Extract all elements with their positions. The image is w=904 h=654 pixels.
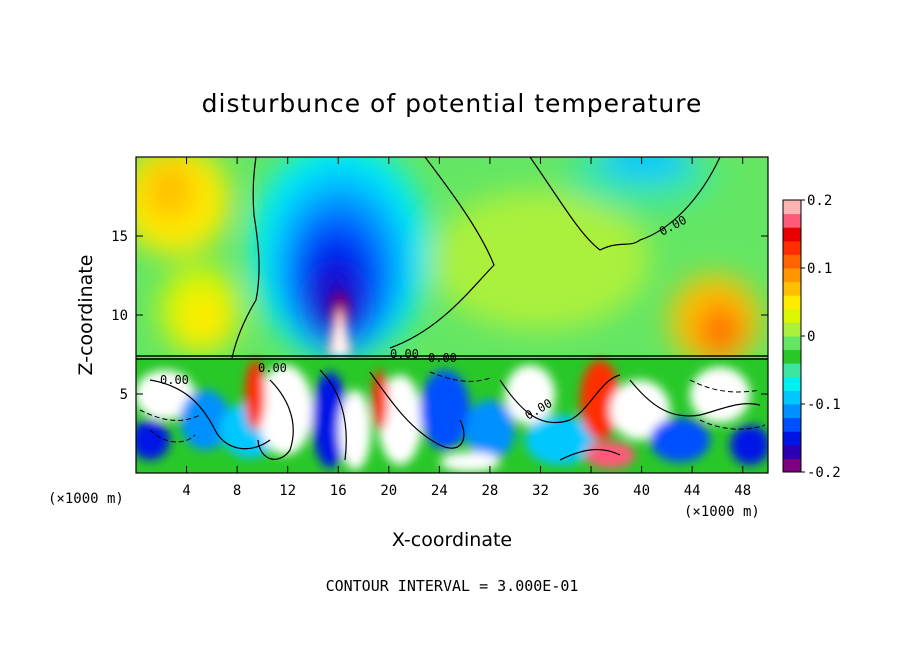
warm-core-spike-inner: [333, 318, 347, 356]
warm-anomaly-topleft-core: [145, 160, 195, 220]
chart-title: disturbunce of potential temperature: [202, 89, 703, 118]
colorbar: -0.2 -0.1 0 0.1 0.2: [782, 193, 841, 481]
bl-patch: [420, 370, 470, 450]
colorbar-segment: [783, 295, 801, 310]
colorbar-tick-label: -0.2: [807, 465, 841, 481]
x-tick-label: 48: [734, 483, 751, 499]
bl-patch: [339, 390, 371, 470]
colorbar-segment: [783, 444, 801, 459]
x-axis-ticks: 4 8 12 16 20 24 28 32 36 40 44 48: [182, 157, 751, 499]
bl-patch: [245, 360, 265, 430]
colorbar-segment: [783, 376, 801, 391]
green-band-mid: [430, 190, 650, 330]
bl-patch: [440, 452, 500, 472]
colorbar-segment: [783, 349, 801, 364]
plot-area: 0.00 0.00 0.00 0.00 0.00 0.00: [136, 157, 768, 473]
bl-patch: [465, 400, 515, 460]
colorbar-segment: [783, 363, 801, 378]
colorbar-segment: [783, 254, 801, 269]
bl-contour: [149, 379, 271, 450]
x-unit-left: (×1000 m): [48, 491, 124, 507]
colorbar-segment: [783, 404, 801, 419]
bl-patch: [312, 372, 348, 468]
bl-patch: [730, 425, 768, 465]
negative-contour: [139, 409, 201, 421]
bl-contour: [369, 371, 465, 449]
boundary-layer-patches: [136, 360, 768, 472]
x-tick-label: 16: [330, 483, 347, 499]
bl-contour: [559, 449, 621, 461]
bl-contour: [257, 379, 294, 460]
contour-label: 0.00: [390, 347, 419, 361]
contour-label: 0.00: [160, 373, 189, 387]
zero-contour-upper-left: [231, 157, 260, 359]
inversion-line: [136, 355, 768, 360]
x-tick-label: 8: [233, 483, 241, 499]
warm-anomaly-right-core: [700, 305, 740, 355]
bl-patch: [136, 370, 195, 420]
upper-field: [136, 157, 760, 365]
plume-details: [328, 292, 352, 356]
contour-label: 0.00: [428, 351, 457, 365]
bl-patch: [650, 418, 710, 462]
cold-anomaly-top-right-core: [600, 157, 690, 180]
bl-patch: [690, 367, 750, 423]
x-tick-label: 4: [182, 483, 190, 499]
negative-contour: [689, 379, 761, 393]
zero-contour-upper-right: [529, 157, 721, 251]
y-tick-label: 5: [120, 387, 128, 403]
negative-contour: [699, 419, 766, 430]
colorbar-segment: [783, 322, 801, 337]
bl-patch: [585, 441, 635, 469]
y-axis-ticks: 5 10 15: [111, 229, 768, 403]
colorbar-tick-label: 0.1: [807, 261, 832, 277]
contour-lines: [136, 157, 768, 461]
dashed-contours: [139, 371, 766, 443]
colorbar-segment: [783, 336, 801, 351]
colorbar-tick-label: 0: [807, 329, 815, 345]
x-tick-label: 24: [431, 483, 448, 499]
x-tick-label: 44: [684, 483, 701, 499]
x-tick-label: 36: [583, 483, 600, 499]
x-tick-label: 12: [279, 483, 296, 499]
contour-label: 0.00: [258, 361, 287, 375]
x-tick-label: 20: [380, 483, 397, 499]
y-tick-label: 10: [111, 308, 128, 324]
x-tick-label: 28: [481, 483, 498, 499]
x-tick-label: 32: [532, 483, 549, 499]
x-tick-label: 40: [633, 483, 650, 499]
colorbar-segment: [783, 200, 801, 215]
zero-contour-upper-mid: [389, 157, 495, 349]
colorbar-segment: [783, 417, 801, 432]
colorbar-segment: [783, 458, 801, 473]
colorbar-segment: [783, 227, 801, 242]
bl-contour: [499, 374, 621, 424]
colorbar-tick-label: -0.1: [807, 397, 841, 413]
negative-contour: [149, 429, 196, 443]
bl-patch: [372, 370, 388, 430]
bl-contour: [319, 369, 347, 461]
colorbar-segment: [783, 390, 801, 405]
negative-contour: [429, 371, 491, 382]
colorbar-segment: [783, 268, 801, 283]
y-axis-label: Z-coordinate: [75, 255, 97, 376]
y-tick-label: 15: [111, 229, 128, 245]
bl-patch: [257, 365, 313, 455]
colorbar-segment: [783, 213, 801, 228]
bl-contour: [629, 379, 761, 417]
colorbar-segment: [783, 281, 801, 296]
warm-anomaly-left-core: [180, 295, 230, 345]
x-unit-right: (×1000 m): [684, 504, 760, 520]
contour-interval-note: CONTOUR INTERVAL = 3.000E-01: [326, 577, 579, 595]
bl-patch: [610, 380, 670, 440]
colorbar-segment: [783, 308, 801, 323]
colorbar-segment: [783, 240, 801, 255]
x-axis-label: X-coordinate: [392, 529, 512, 551]
colorbar-segment: [783, 431, 801, 446]
bl-patch: [136, 420, 170, 460]
bl-patch: [505, 365, 555, 425]
colorbar-tick-label: 0.2: [807, 193, 832, 209]
